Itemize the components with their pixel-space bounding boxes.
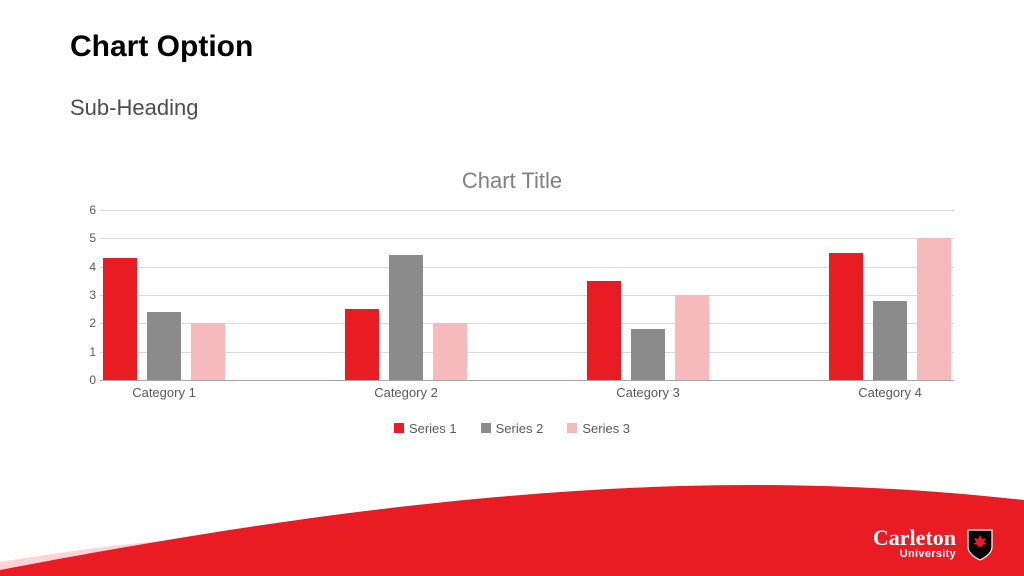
legend-item: Series 2: [481, 421, 544, 436]
bar: [587, 281, 621, 380]
bar: [675, 295, 709, 380]
legend-swatch: [394, 423, 404, 433]
legend-label: Series 2: [496, 421, 544, 436]
brand-shield-icon: [966, 529, 994, 561]
legend-swatch: [481, 423, 491, 433]
y-tick-label: 2: [76, 316, 96, 330]
bar: [829, 253, 863, 381]
bar: [631, 329, 665, 380]
slide: { "heading": "Chart Option", "subheading…: [0, 0, 1024, 576]
bar: [191, 323, 225, 380]
bar: [873, 301, 907, 380]
y-tick-label: 1: [76, 345, 96, 359]
category-label: Category 4: [858, 385, 922, 400]
legend-item: Series 1: [394, 421, 457, 436]
y-tick-label: 5: [76, 231, 96, 245]
y-tick-label: 0: [76, 373, 96, 387]
bar-chart: 0 1 2 3 4 5 6 Category 1 Category 2 Category 3 Ca…: [70, 200, 954, 420]
legend-swatch: [567, 423, 577, 433]
bars-layer: [100, 210, 954, 380]
legend-item: Series 3: [567, 421, 630, 436]
bar: [433, 323, 467, 380]
legend-label: Series 1: [409, 421, 457, 436]
category-label: Category 2: [374, 385, 438, 400]
y-tick-label: 3: [76, 288, 96, 302]
category-label: Category 3: [616, 385, 680, 400]
bar: [917, 238, 951, 380]
plot-area: [100, 210, 954, 380]
bar: [345, 309, 379, 380]
y-tick-label: 6: [76, 203, 96, 217]
gridline: [100, 380, 954, 381]
category-label: Category 1: [132, 385, 196, 400]
bar: [147, 312, 181, 380]
chart-title: Chart Title: [0, 168, 1024, 194]
brand-block: Carleton University: [873, 527, 994, 562]
page-subheading: Sub-Heading: [70, 95, 198, 121]
brand-name: Carleton: [873, 527, 956, 549]
legend-label: Series 3: [582, 421, 630, 436]
legend: Series 1 Series 2 Series 3: [0, 420, 1024, 438]
bar: [389, 255, 423, 380]
page-title: Chart Option: [70, 30, 253, 64]
brand-sub: University: [873, 549, 956, 560]
bar: [103, 258, 137, 380]
footer-wave: [0, 466, 1024, 576]
y-tick-label: 4: [76, 260, 96, 274]
